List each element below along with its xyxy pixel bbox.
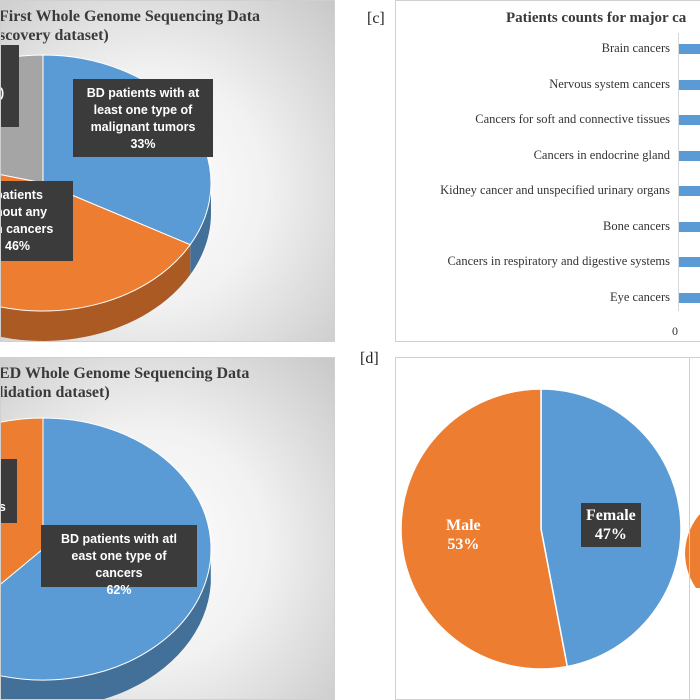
female-label: Female: [586, 507, 636, 524]
validation-title-line-2: lidation dataset): [0, 384, 110, 401]
label-percent: 46%: [5, 239, 31, 253]
male-label: Male: [446, 517, 481, 534]
bar-mark: [679, 221, 700, 232]
label-at-least-one-cancer: BD patients with atl east one type of ca…: [41, 525, 197, 597]
label-line: s): [0, 86, 5, 100]
label-line: BD patients with atl: [61, 532, 177, 546]
label-female-box: Female 47%: [581, 503, 641, 547]
panel-bar-chart: Patients counts for major ca Brain cance…: [395, 0, 700, 342]
label-line: s: [1, 465, 15, 482]
male-percent: 53%: [447, 536, 480, 553]
label-line: y: [1, 482, 15, 499]
label-line: [1, 68, 17, 85]
validation-title-line-1: ED Whole Genome Sequencing Data: [0, 365, 250, 382]
bar-chart-axis: [678, 33, 679, 311]
bar-mark: [679, 115, 700, 125]
bar-mark: [679, 44, 700, 54]
label-line: hout any: [0, 205, 48, 219]
discovery-title-line-1: First Whole Genome Sequencing Data: [0, 8, 261, 25]
gender-pie-svg: [400, 388, 700, 670]
bar-mark: [679, 150, 700, 161]
label-percent: 33%: [130, 137, 156, 151]
pie-side-1: [1, 555, 211, 699]
label-line: s: [1, 51, 17, 68]
female-percent: 47%: [594, 526, 627, 543]
bar-mark: [679, 292, 700, 303]
bar-category-label: Kidney cancer and unspecified urinary or…: [440, 183, 670, 197]
discovery-pie-svg: [1, 54, 212, 341]
panel-tag-c: [c]: [367, 10, 385, 27]
label-line: east one type of cancers: [71, 549, 167, 580]
label-line: least one type of: [93, 103, 193, 117]
label-gray-slice: s s): [0, 45, 19, 127]
bar-category-label: Cancers for soft and connective tissues: [475, 112, 670, 126]
pie-side-1: [190, 185, 211, 275]
label-percent: 62%: [106, 583, 132, 597]
label-line: patients: [1, 188, 43, 202]
pie-side-2: [1, 244, 191, 341]
gender-slice-male: [400, 388, 569, 670]
label-line: n cancers: [0, 222, 54, 236]
bar-category-label: Cancers in respiratory and digestive sys…: [447, 254, 670, 268]
bar-mark: [679, 186, 700, 196]
bar-category-label: Nervous system cancers: [549, 76, 670, 91]
adjacent-pie-sliver: [685, 514, 700, 588]
gender-divider: [689, 358, 690, 699]
bar-category-label: Bone cancers: [603, 218, 670, 233]
label-orange-slice-b: s y ers: [1, 459, 17, 523]
label-without-cancers: patients hout any n cancers 46%: [0, 181, 73, 261]
x-tick-label: 0: [672, 324, 678, 338]
label-male: Male 53%: [446, 516, 481, 554]
label-line: malignant tumors: [90, 120, 196, 134]
label-line: ers: [1, 499, 15, 516]
bar-category-label: Brain cancers: [601, 41, 670, 55]
panel-tag-d: [d]: [360, 350, 379, 367]
panel-validation-pie: ED Whole Genome Sequencing Data lidation…: [0, 357, 335, 700]
bar-mark: [679, 257, 700, 267]
discovery-title-line-2: scovery dataset): [0, 27, 109, 44]
bar-chart-title: Patients counts for major ca: [506, 10, 687, 26]
bar-category-label: Eye cancers: [609, 289, 670, 304]
bar-mark: [679, 79, 700, 90]
panel-discovery-pie: First Whole Genome Sequencing Data scove…: [0, 0, 335, 342]
label-malignant-tumors: BD patients with at least one type of ma…: [73, 79, 213, 157]
bar-category-label: Cancers in endocrine gland: [533, 147, 670, 162]
label-line: BD patients with at: [86, 86, 200, 100]
panel-gender-pie: Male 53% Female 47%: [395, 357, 700, 700]
